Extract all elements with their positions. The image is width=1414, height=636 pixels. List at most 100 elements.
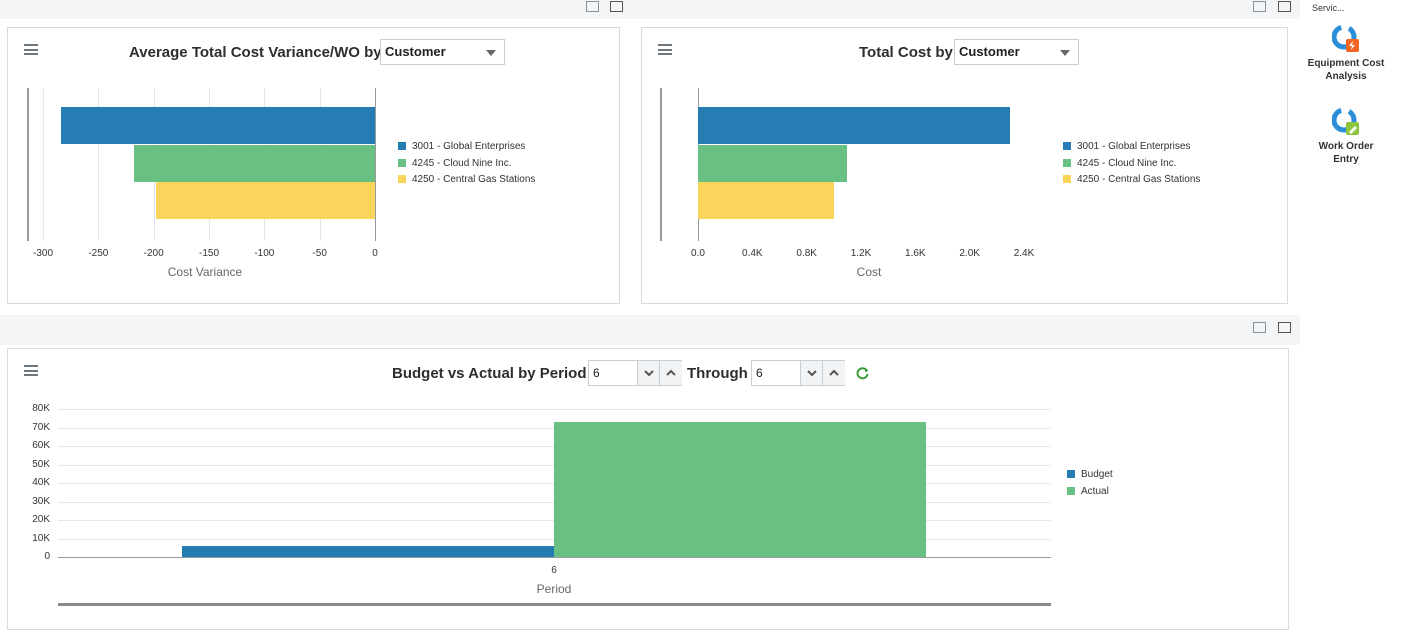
menu-icon[interactable] — [24, 365, 38, 376]
y-tick-label: 50K — [32, 458, 50, 470]
legend-label: 3001 - Global Enterprises — [1077, 141, 1191, 152]
x-tick-label: -250 — [88, 248, 109, 259]
maximize-icon[interactable] — [1253, 1, 1266, 12]
work-order-entry-label-1: Work Order — [1318, 141, 1374, 152]
legend-item: 4245 - Cloud Nine Inc. — [398, 158, 512, 169]
x-tick-label: 2.4K — [1013, 248, 1035, 259]
value-axis-line — [375, 88, 376, 241]
legend-item: 4250 - Central Gas Stations — [398, 174, 535, 185]
y-tick-label: 10K — [32, 532, 50, 544]
middle-toolbar-band — [0, 315, 1300, 345]
bar — [133, 144, 375, 182]
gridline — [58, 409, 1051, 410]
cost-variance-panel: Average Total Cost Variance/WO by Custom… — [7, 27, 620, 304]
legend-swatch — [1067, 470, 1075, 478]
x-tick-label: -150 — [198, 248, 219, 259]
legend-swatch — [1063, 175, 1071, 183]
x-tick-label: -300 — [32, 248, 53, 259]
x-axis-title: Period — [536, 582, 572, 596]
group-by-select[interactable]: Customer — [380, 39, 505, 65]
legend-item: Budget — [1067, 469, 1113, 480]
legend-swatch — [398, 158, 406, 167]
x-tick-label: 0.4K — [742, 248, 763, 259]
through-period-value: 6 — [756, 366, 763, 380]
edit-icon[interactable] — [610, 1, 623, 12]
bar — [698, 182, 834, 219]
work-order-entry-icon — [1331, 107, 1360, 136]
work-order-entry-label-2: Entry — [1333, 154, 1359, 165]
equipment-cost-analysis-icon — [1331, 24, 1360, 53]
panel-title: Average Total Cost Variance/WO by — [129, 44, 382, 61]
x-tick-label: 0.0 — [691, 248, 705, 259]
menu-icon[interactable] — [24, 44, 38, 55]
chevron-down-icon — [807, 370, 817, 377]
legend-label: Budget — [1081, 469, 1113, 480]
maximize-icon[interactable] — [1253, 322, 1266, 333]
x-tick-label: 2.0K — [959, 248, 980, 259]
y-axis-frame — [27, 88, 29, 241]
chevron-up-icon — [829, 369, 839, 376]
y-tick-label: 30K — [32, 495, 50, 507]
scroll-track — [58, 603, 1051, 606]
legend-label: 4250 - Central Gas Stations — [412, 174, 536, 185]
y-axis-frame — [660, 88, 662, 241]
chevron-down-icon — [644, 370, 654, 377]
x-tick-label: 0.8K — [796, 248, 817, 259]
group-by-value: Customer — [385, 44, 446, 59]
legend-swatch — [1063, 158, 1071, 167]
chevron-up-icon — [666, 369, 676, 376]
legend-label: 4245 - Cloud Nine Inc. — [412, 157, 512, 169]
edit-icon[interactable] — [1278, 1, 1291, 12]
legend-label: 4250 - Central Gas Stations — [1077, 174, 1201, 185]
equipment-cost-analysis-label-2: Analysis — [1325, 71, 1367, 82]
increment-button[interactable] — [659, 361, 682, 385]
chevron-down-icon — [1060, 50, 1070, 56]
edit-icon[interactable] — [1278, 322, 1291, 333]
decrement-button[interactable] — [637, 361, 660, 385]
x-tick-label: -100 — [254, 248, 275, 259]
legend-swatch — [1063, 142, 1071, 150]
x-tick-label: 6 — [551, 565, 557, 576]
legend-item: 3001 - Global Enterprises — [1063, 141, 1190, 152]
menu-icon[interactable] — [658, 44, 672, 55]
y-tick-label: 40K — [32, 477, 50, 488]
x-tick-label: -50 — [312, 248, 327, 259]
from-period-value: 6 — [593, 366, 600, 380]
legend-label: 3001 - Global Enterprises — [412, 141, 526, 152]
decrement-button[interactable] — [800, 361, 823, 385]
x-axis-title: Cost — [856, 265, 882, 279]
y-tick-label: 70K — [32, 421, 50, 433]
through-period-stepper[interactable]: 6 — [751, 360, 845, 386]
legend-item: 3001 - Global Enterprises — [398, 141, 525, 152]
total-cost-chart: 0.0 0.4K 0.8K 1.2K 1.6K 2.0K 2.4K 3001 - Global… — [642, 28, 1289, 305]
bar — [698, 144, 848, 182]
bar — [155, 182, 375, 219]
increment-button[interactable] — [822, 361, 845, 385]
y-tick-label: 20K — [32, 514, 50, 525]
sidebar-header: Servic... — [1312, 3, 1345, 13]
bar — [182, 545, 554, 557]
y-tick-label: 0 — [44, 551, 50, 562]
x-tick-label: 0 — [372, 248, 378, 259]
refresh-icon[interactable] — [856, 366, 870, 380]
x-axis-line — [58, 557, 1051, 558]
group-by-select[interactable]: Customer — [954, 39, 1079, 65]
maximize-icon[interactable] — [586, 1, 599, 12]
group-by-value: Customer — [959, 44, 1020, 59]
x-tick-label: 1.6K — [905, 248, 926, 259]
budget-vs-actual-panel: Budget vs Actual by Period 6 Through 6 0… — [7, 348, 1289, 630]
legend-label: 4245 - Cloud Nine Inc. — [1077, 157, 1177, 169]
cost-variance-chart: -300 -250 -200 -150 -100 -50 0 3001 - Global En… — [8, 28, 621, 305]
panel-title: Budget vs Actual by Period — [392, 365, 587, 382]
work-order-entry-link[interactable]: Work Order Entry — [1301, 107, 1391, 165]
from-period-stepper[interactable]: 6 — [588, 360, 682, 386]
gridline — [98, 88, 100, 241]
y-tick-label: 80K — [32, 403, 50, 414]
equipment-cost-analysis-label-1: Equipment Cost — [1307, 58, 1385, 69]
through-label: Through — [687, 365, 748, 382]
bar — [60, 107, 375, 144]
equipment-cost-analysis-link[interactable]: Equipment Cost Analysis — [1301, 24, 1391, 82]
legend-label: Actual — [1081, 486, 1109, 497]
total-cost-panel: Total Cost by Customer 0.0 0.4K 0.8K 1.2K 1.… — [641, 27, 1288, 304]
legend-swatch — [1067, 487, 1075, 495]
